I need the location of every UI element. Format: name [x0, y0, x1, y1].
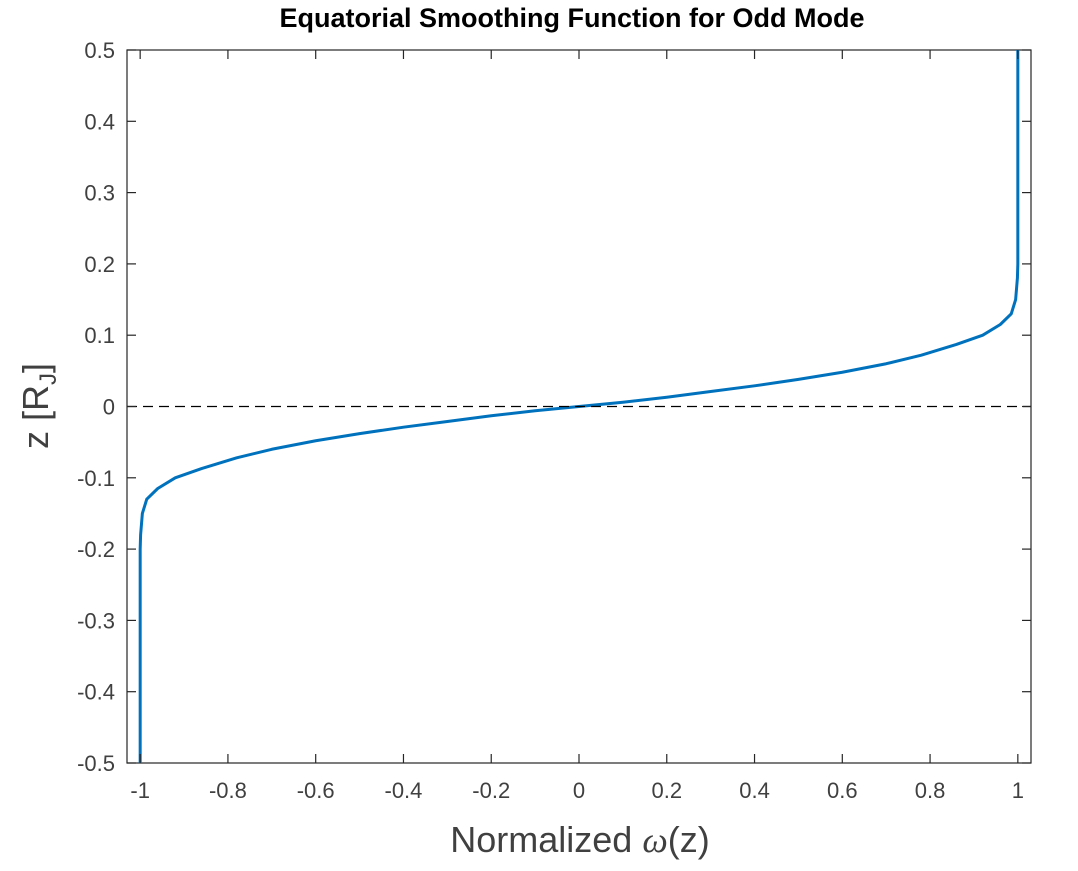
x-tick-label: -0.4 [385, 778, 423, 803]
x-tick-label: 0 [573, 778, 585, 803]
x-tick-label: -0.8 [209, 778, 247, 803]
y-tick-label: 0.2 [84, 252, 115, 277]
series-layer [127, 50, 1031, 763]
y-tick-label: 0.5 [84, 38, 115, 63]
y-tick-label: -0.3 [77, 608, 115, 633]
y-axis-label-prefix: z [R [15, 385, 56, 449]
y-tick-label: -0.5 [77, 751, 115, 776]
x-axis-label-prefix: Normalized [450, 819, 642, 860]
y-tick-label: 0 [103, 395, 115, 420]
x-tick-label: 0.8 [915, 778, 946, 803]
x-axis-label-suffix: (z) [668, 819, 710, 860]
x-tick-label: -0.2 [472, 778, 510, 803]
x-tick-label: -0.6 [297, 778, 335, 803]
y-axis-label-suffix: ] [15, 363, 56, 373]
x-tick-label: -1 [130, 778, 150, 803]
y-tick-label: -0.2 [77, 537, 115, 562]
y-tick-label: -0.1 [77, 466, 115, 491]
y-axis-label: z [RJ] [15, 363, 62, 449]
y-tick-label: 0.1 [84, 323, 115, 348]
x-tick-label: 1 [1012, 778, 1024, 803]
y-tick-label: 0.4 [84, 109, 115, 134]
y-tick-label: 0.3 [84, 181, 115, 206]
y-tick-label: -0.4 [77, 680, 115, 705]
ticks-layer: -1 -0.8 -0.6 -0.4 -0.2 0 0.2 0.4 0.6 0.8 1 -0.5 -0.4… [77, 38, 1031, 803]
chart-title: Equatorial Smoothing Function for Odd Mo… [280, 3, 865, 33]
x-tick-label: 0.2 [651, 778, 682, 803]
x-tick-label: 0.4 [739, 778, 770, 803]
x-tick-label: 0.6 [827, 778, 858, 803]
y-axis-label-subscript: J [35, 373, 62, 385]
x-axis-label: Normalized ω(z) [450, 819, 709, 860]
x-axis-label-symbol: ω [642, 820, 667, 860]
